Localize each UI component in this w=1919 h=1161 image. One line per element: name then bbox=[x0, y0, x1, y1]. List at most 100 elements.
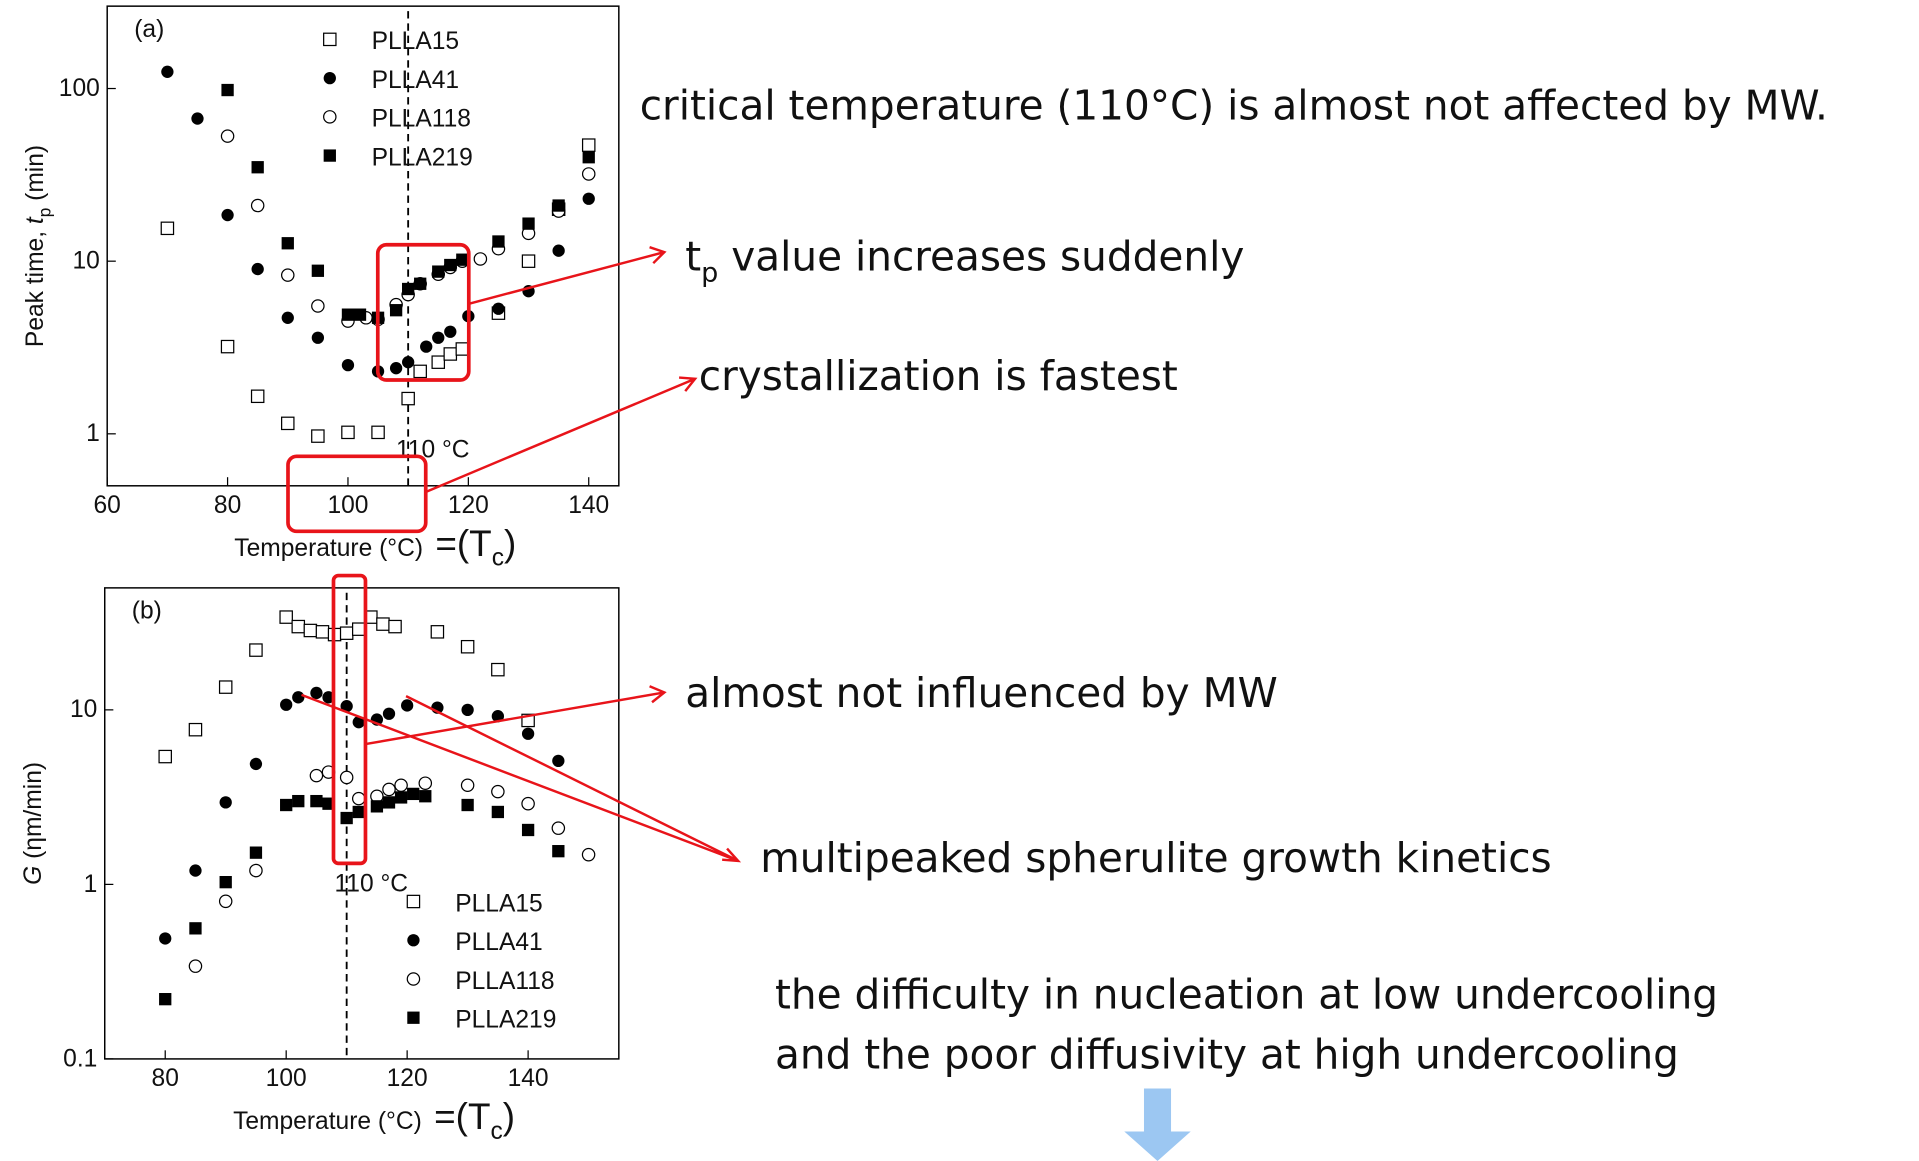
marker bbox=[292, 691, 305, 704]
y-axis-label-part: G bbox=[20, 866, 47, 885]
marker bbox=[455, 342, 470, 356]
marker bbox=[413, 364, 427, 379]
marker bbox=[280, 798, 293, 812]
marker bbox=[432, 265, 445, 278]
marker bbox=[371, 425, 385, 440]
marker bbox=[303, 623, 318, 638]
marker bbox=[161, 65, 174, 78]
marker bbox=[341, 308, 355, 321]
marker bbox=[492, 302, 505, 315]
chart: 80 100 120 140 0.1 1 10 (b) Temperature (°C) =(Tc… bbox=[20, 587, 620, 1145]
x-axis-label-text: Temperature (°C) bbox=[233, 1108, 422, 1135]
legend-label: PLLA219 bbox=[455, 1007, 556, 1034]
marker bbox=[218, 894, 233, 909]
marker bbox=[341, 358, 355, 372]
marker bbox=[582, 151, 595, 164]
highlight-box bbox=[286, 454, 428, 534]
marker bbox=[249, 757, 263, 771]
x-axis-note: =(T bbox=[435, 523, 491, 564]
marker bbox=[220, 129, 235, 143]
marker bbox=[191, 112, 204, 125]
reference-label: 110 °C bbox=[334, 871, 408, 898]
y-tick-label: 1 bbox=[86, 420, 100, 447]
y-axis-label-part: Peak time, bbox=[22, 224, 49, 347]
x-tick-label: 80 bbox=[214, 492, 241, 519]
marker bbox=[340, 700, 353, 713]
marker bbox=[251, 262, 264, 276]
marker bbox=[376, 617, 390, 631]
marker bbox=[158, 749, 172, 764]
marker bbox=[521, 823, 535, 837]
y-axis-label-part: (min) bbox=[22, 145, 49, 208]
marker bbox=[322, 691, 335, 704]
marker bbox=[521, 727, 535, 740]
marker bbox=[281, 311, 294, 324]
marker bbox=[250, 198, 265, 213]
note: and the poor diffusivity at high underco… bbox=[775, 1031, 1679, 1079]
marker bbox=[552, 244, 565, 257]
y-tick-label: 1 bbox=[84, 871, 98, 898]
marker bbox=[402, 282, 415, 296]
marker bbox=[400, 699, 414, 712]
marker bbox=[310, 686, 323, 700]
legend-label: PLLA41 bbox=[455, 929, 542, 956]
marker bbox=[351, 622, 366, 636]
marker bbox=[353, 308, 367, 321]
note-part: value increases suddenly bbox=[718, 233, 1244, 281]
note: tp value increases suddenly bbox=[685, 233, 1244, 289]
down-arrow bbox=[1124, 1088, 1191, 1161]
x-axis-label: Temperature (°C) =(Tc) bbox=[233, 1096, 515, 1145]
x-axis-note: c bbox=[492, 545, 504, 572]
marker bbox=[444, 258, 457, 272]
marker bbox=[521, 796, 535, 811]
plot-frame bbox=[106, 5, 620, 487]
legend-marker bbox=[407, 1011, 420, 1024]
x-tick-label: 140 bbox=[508, 1065, 549, 1092]
marker bbox=[414, 277, 427, 290]
marker bbox=[389, 304, 403, 317]
marker bbox=[432, 331, 445, 344]
arrow bbox=[365, 685, 667, 746]
legend-label: PLLA219 bbox=[372, 144, 473, 171]
x-axis-note: c bbox=[490, 1118, 502, 1145]
marker bbox=[394, 778, 408, 792]
marker bbox=[581, 167, 596, 181]
arrow bbox=[301, 693, 742, 863]
legend-marker bbox=[407, 934, 420, 947]
marker bbox=[219, 876, 232, 889]
marker bbox=[249, 863, 263, 878]
marker bbox=[444, 325, 457, 338]
x-axis-label: Temperature (°C) =(Tc) bbox=[234, 523, 516, 572]
legend-marker bbox=[406, 894, 421, 909]
y-tick-label: 10 bbox=[72, 248, 99, 275]
y-tick-label: 0.1 bbox=[63, 1045, 97, 1072]
marker bbox=[352, 805, 365, 819]
charts: 60 80 100 120 140 1 10 100 (a) Temperature (°C) =(… bbox=[20, 5, 620, 1145]
marker bbox=[491, 662, 505, 677]
legend-label: PLLA41 bbox=[372, 67, 459, 94]
legend-marker bbox=[406, 972, 421, 986]
x-tick-label: 80 bbox=[152, 1065, 179, 1092]
x-tick-label: 60 bbox=[94, 492, 121, 519]
marker bbox=[521, 254, 536, 268]
marker bbox=[551, 821, 566, 835]
marker bbox=[430, 625, 445, 639]
arrow bbox=[468, 246, 667, 305]
marker bbox=[311, 264, 325, 277]
note-part: p bbox=[701, 258, 718, 289]
legend-label: PLLA15 bbox=[455, 890, 542, 917]
marker bbox=[582, 192, 595, 205]
x-tick-label: 120 bbox=[387, 1065, 428, 1092]
marker bbox=[322, 797, 335, 810]
marker bbox=[281, 237, 294, 250]
marker bbox=[351, 791, 366, 806]
marker bbox=[279, 610, 293, 624]
y-axis-label: G (ηm/min) bbox=[20, 762, 47, 885]
marker bbox=[189, 864, 202, 877]
x-axis-note: ) bbox=[503, 1096, 515, 1137]
marker bbox=[491, 805, 505, 819]
note: the difficulty in nucleation at low unde… bbox=[775, 970, 1718, 1018]
marker bbox=[461, 798, 474, 812]
